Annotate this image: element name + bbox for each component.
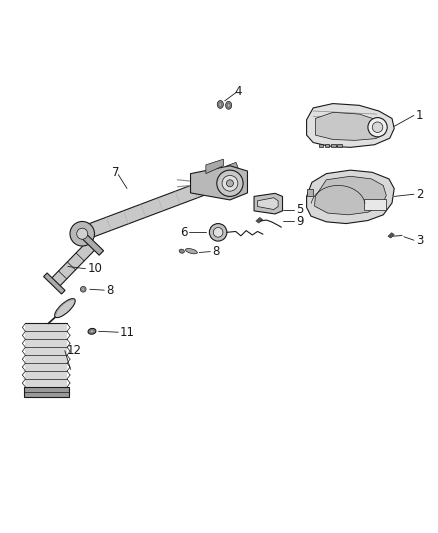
Polygon shape <box>364 199 386 211</box>
Text: 9: 9 <box>296 215 304 228</box>
Ellipse shape <box>90 330 94 333</box>
Circle shape <box>368 118 387 137</box>
Polygon shape <box>84 169 237 239</box>
Polygon shape <box>315 112 385 140</box>
Ellipse shape <box>217 101 223 108</box>
Polygon shape <box>307 103 394 147</box>
Ellipse shape <box>88 328 96 334</box>
Polygon shape <box>25 324 67 332</box>
Ellipse shape <box>179 249 184 253</box>
Text: 11: 11 <box>120 326 135 338</box>
Polygon shape <box>25 355 67 363</box>
Polygon shape <box>307 170 394 223</box>
Ellipse shape <box>226 101 232 109</box>
Circle shape <box>222 175 238 191</box>
Polygon shape <box>25 363 67 371</box>
Polygon shape <box>191 166 247 200</box>
Text: 4: 4 <box>234 85 242 98</box>
Polygon shape <box>325 144 329 147</box>
Text: 12: 12 <box>67 344 81 357</box>
Ellipse shape <box>219 102 222 107</box>
Polygon shape <box>254 193 283 214</box>
Polygon shape <box>24 387 69 397</box>
Polygon shape <box>81 233 104 255</box>
Polygon shape <box>25 371 67 379</box>
Ellipse shape <box>81 286 86 292</box>
Polygon shape <box>206 159 223 174</box>
Text: 1: 1 <box>416 109 424 122</box>
Polygon shape <box>337 144 342 147</box>
Polygon shape <box>388 233 394 238</box>
Text: 2: 2 <box>416 188 424 201</box>
Circle shape <box>70 222 95 246</box>
Text: 7: 7 <box>112 166 119 179</box>
Circle shape <box>372 122 383 133</box>
Polygon shape <box>25 340 67 348</box>
Polygon shape <box>319 144 323 147</box>
Polygon shape <box>314 176 386 215</box>
Circle shape <box>226 180 233 187</box>
Polygon shape <box>25 348 67 355</box>
Polygon shape <box>25 332 67 340</box>
Ellipse shape <box>227 103 230 107</box>
Circle shape <box>77 228 88 239</box>
Ellipse shape <box>82 288 85 290</box>
Polygon shape <box>307 189 313 196</box>
Polygon shape <box>43 273 65 294</box>
Polygon shape <box>50 241 95 288</box>
Ellipse shape <box>55 298 75 318</box>
Circle shape <box>209 223 227 241</box>
Text: 10: 10 <box>88 262 102 275</box>
Circle shape <box>217 170 243 197</box>
Polygon shape <box>227 163 245 189</box>
Polygon shape <box>258 198 278 209</box>
Polygon shape <box>25 379 67 387</box>
Text: 8: 8 <box>106 284 113 297</box>
Circle shape <box>213 228 223 237</box>
Polygon shape <box>256 217 263 223</box>
Text: 6: 6 <box>180 226 187 239</box>
Text: 5: 5 <box>296 203 304 216</box>
Text: 3: 3 <box>416 233 424 247</box>
Text: 8: 8 <box>212 245 219 258</box>
Ellipse shape <box>185 248 198 254</box>
Polygon shape <box>331 144 336 147</box>
